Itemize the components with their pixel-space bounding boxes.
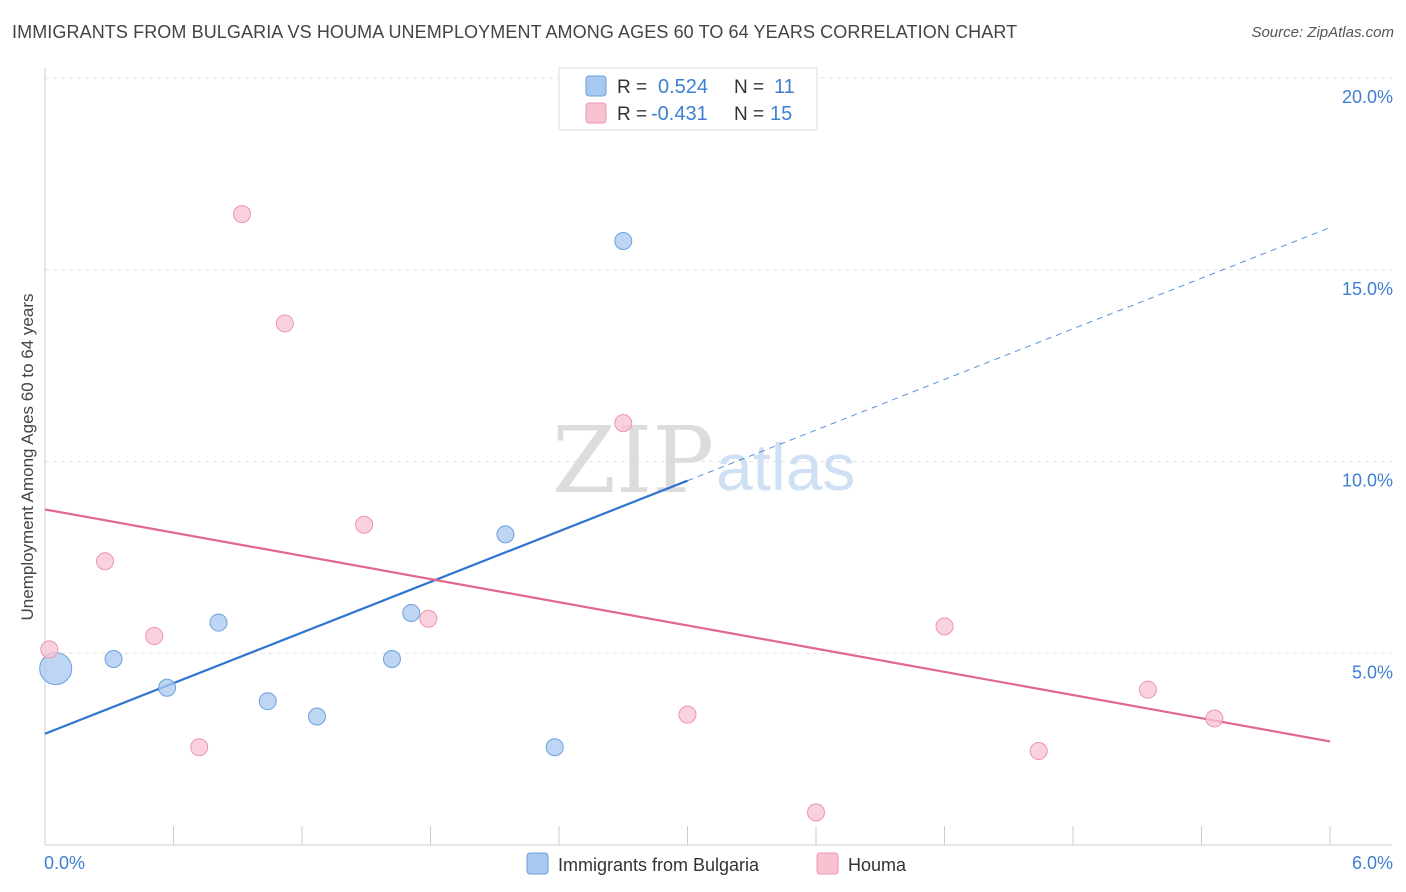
y-tick-label: 20.0% [1342, 87, 1393, 107]
point-houma [614, 414, 633, 433]
chart-title: IMMIGRANTS FROM BULGARIA VS HOUMA UNEMPL… [12, 22, 1018, 42]
series-legend-swatch-houma [816, 852, 839, 875]
stats-legend: R = 0.524 N = 11 R = -0.431 N = 15 [558, 67, 818, 131]
point-houma [1029, 742, 1048, 761]
point-bulgaria [496, 525, 515, 544]
legend-n-label-bulgaria: N = [734, 77, 764, 98]
tick-labels: 5.0% 10.0% 15.0% 20.0% 0.0% 6.0% [44, 87, 1393, 873]
legend-n-value-bulgaria: 11 [774, 76, 795, 98]
trend-line-bulgaria-extension [687, 227, 1331, 482]
point-houma [95, 552, 114, 571]
point-houma [355, 515, 374, 534]
legend-swatch-houma [585, 102, 607, 124]
trend-line-houma [44, 508, 1331, 743]
x-tick-label: 6.0% [1352, 853, 1393, 873]
point-bulgaria [614, 231, 633, 250]
series-legend-swatch-bulgaria [526, 852, 549, 875]
point-houma [807, 803, 825, 822]
point-houma [145, 626, 164, 645]
point-bulgaria [382, 650, 401, 669]
point-bulgaria [307, 707, 326, 726]
source-label: Source: ZipAtlas.com [1251, 24, 1394, 41]
point-houma [275, 314, 294, 333]
point-bulgaria [209, 613, 228, 632]
legend-r-label-houma: R = [617, 104, 647, 125]
point-bulgaria [258, 692, 277, 711]
legend-r-label-bulgaria: R = [617, 77, 647, 98]
point-houma [233, 205, 252, 224]
point-houma [1205, 709, 1224, 728]
grid [45, 77, 1392, 654]
y-tick-label: 10.0% [1342, 471, 1393, 491]
legend-n-label-houma: N = [734, 104, 764, 125]
series-legend: Immigrants from Bulgaria Houma [526, 852, 907, 875]
watermark-zip: ZIP [552, 407, 714, 514]
point-houma [190, 738, 209, 757]
x-tick-label: 0.0% [44, 853, 85, 873]
y-tick-label: 5.0% [1352, 662, 1393, 682]
point-houma [40, 640, 59, 659]
y-tick-label: 15.0% [1342, 279, 1393, 299]
point-bulgaria [402, 603, 421, 622]
legend-swatch-bulgaria [585, 75, 607, 97]
trend-lines [44, 227, 1331, 743]
point-houma [678, 705, 697, 724]
point-bulgaria [104, 650, 123, 669]
series-legend-label-bulgaria: Immigrants from Bulgaria [558, 855, 760, 875]
series-legend-label-houma: Houma [848, 855, 907, 875]
point-houma [935, 617, 954, 636]
point-bulgaria [545, 738, 564, 757]
point-bulgaria [158, 678, 177, 697]
trend-line-bulgaria [44, 479, 688, 735]
legend-n-value-houma: 15 [770, 103, 792, 125]
axes [44, 68, 1392, 846]
legend-r-value-bulgaria: 0.524 [658, 76, 708, 98]
point-houma [419, 609, 438, 628]
legend-r-value-houma: -0.431 [651, 103, 708, 125]
point-bulgaria [39, 652, 73, 686]
point-houma [1138, 680, 1157, 699]
watermark-atlas: atlas [716, 430, 855, 504]
watermark: ZIP atlas [552, 407, 855, 514]
data-points [39, 205, 1224, 822]
